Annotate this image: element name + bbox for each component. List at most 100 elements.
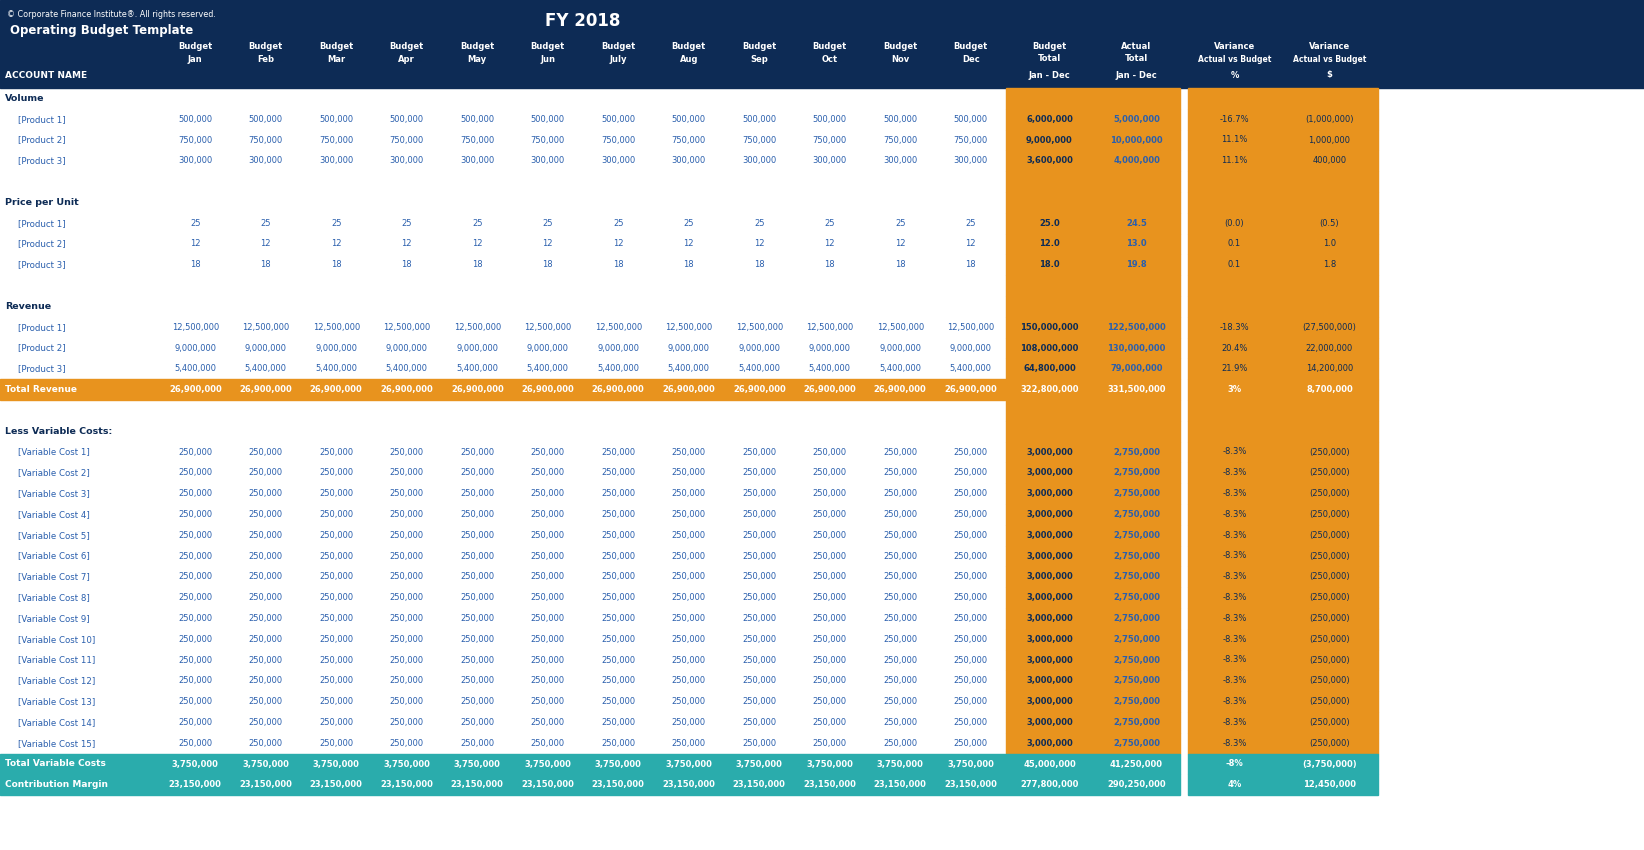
Text: 250,000: 250,000 — [178, 447, 212, 456]
Text: 250,000: 250,000 — [460, 552, 495, 560]
Text: 2,750,000: 2,750,000 — [1113, 530, 1161, 540]
Text: Feb: Feb — [256, 55, 275, 65]
Text: 250,000: 250,000 — [672, 655, 705, 665]
Text: 26,900,000: 26,900,000 — [663, 385, 715, 394]
Text: (250,000): (250,000) — [1309, 697, 1350, 706]
Text: 250,000: 250,000 — [672, 614, 705, 623]
Text: 23,150,000: 23,150,000 — [240, 780, 293, 790]
Text: Budget: Budget — [672, 42, 705, 50]
Text: 250,000: 250,000 — [248, 593, 283, 602]
Text: 250,000: 250,000 — [883, 718, 917, 727]
Text: Jun: Jun — [541, 55, 556, 65]
Text: 250,000: 250,000 — [812, 614, 847, 623]
Text: 26,900,000: 26,900,000 — [944, 385, 998, 394]
Text: 250,000: 250,000 — [248, 635, 283, 643]
Bar — [1189, 192, 1378, 212]
Text: 18: 18 — [965, 260, 977, 269]
Text: 12,500,000: 12,500,000 — [312, 323, 360, 332]
Bar — [1006, 150, 1180, 171]
Text: -8.3%: -8.3% — [1221, 510, 1246, 518]
Bar — [1006, 671, 1180, 691]
Bar — [1006, 524, 1180, 546]
Text: 250,000: 250,000 — [248, 614, 283, 623]
Text: 23,150,000: 23,150,000 — [875, 780, 927, 790]
Text: 18: 18 — [613, 260, 623, 269]
Bar — [1189, 421, 1378, 442]
Text: Actual vs Budget: Actual vs Budget — [1292, 55, 1366, 65]
Text: 45,000,000: 45,000,000 — [1023, 760, 1075, 768]
Text: 250,000: 250,000 — [672, 468, 705, 478]
Bar — [1006, 171, 1180, 192]
Text: 25: 25 — [894, 218, 906, 228]
Text: 2,750,000: 2,750,000 — [1113, 489, 1161, 498]
Text: Variance: Variance — [1309, 42, 1350, 50]
Text: 2,750,000: 2,750,000 — [1113, 614, 1161, 623]
Text: 250,000: 250,000 — [390, 468, 424, 478]
Text: 250,000: 250,000 — [319, 572, 353, 581]
Text: 2,750,000: 2,750,000 — [1113, 468, 1161, 478]
Text: 25: 25 — [401, 218, 413, 228]
Text: 2,750,000: 2,750,000 — [1113, 593, 1161, 602]
Text: 250,000: 250,000 — [672, 677, 705, 685]
Text: 250,000: 250,000 — [390, 739, 424, 748]
Text: 250,000: 250,000 — [460, 530, 495, 540]
Text: 5,400,000: 5,400,000 — [950, 365, 991, 373]
Text: 250,000: 250,000 — [531, 655, 566, 665]
Text: 250,000: 250,000 — [954, 739, 988, 748]
Bar — [1006, 400, 1180, 421]
Text: 13.0: 13.0 — [1126, 240, 1148, 248]
Text: 250,000: 250,000 — [178, 510, 212, 518]
Text: 750,000: 750,000 — [672, 135, 705, 144]
Bar — [1006, 462, 1180, 483]
Text: (250,000): (250,000) — [1309, 593, 1350, 602]
Text: 26,900,000: 26,900,000 — [733, 385, 786, 394]
Bar — [1189, 691, 1378, 712]
Text: 250,000: 250,000 — [883, 468, 917, 478]
Text: 12,500,000: 12,500,000 — [383, 323, 431, 332]
Bar — [1006, 109, 1180, 129]
Bar — [1006, 88, 1180, 109]
Text: 2,750,000: 2,750,000 — [1113, 572, 1161, 581]
Bar — [1189, 88, 1378, 109]
Text: 250,000: 250,000 — [531, 718, 566, 727]
Text: 18: 18 — [191, 260, 201, 269]
Text: 0.1: 0.1 — [1228, 260, 1241, 269]
Text: 250,000: 250,000 — [248, 655, 283, 665]
Text: 250,000: 250,000 — [812, 635, 847, 643]
Text: 250,000: 250,000 — [883, 572, 917, 581]
Text: 12: 12 — [472, 240, 482, 248]
Text: 250,000: 250,000 — [602, 655, 635, 665]
Text: 250,000: 250,000 — [812, 572, 847, 581]
Bar — [1006, 296, 1180, 317]
Text: 250,000: 250,000 — [178, 718, 212, 727]
Text: 500,000: 500,000 — [178, 115, 212, 124]
Text: July: July — [610, 55, 626, 65]
Text: Operating Budget Template: Operating Budget Template — [10, 24, 194, 37]
Text: 9,000,000: 9,000,000 — [597, 343, 640, 353]
Text: 250,000: 250,000 — [178, 489, 212, 498]
Text: 250,000: 250,000 — [602, 447, 635, 456]
Text: (250,000): (250,000) — [1309, 552, 1350, 560]
Text: 250,000: 250,000 — [883, 510, 917, 518]
Text: 250,000: 250,000 — [954, 447, 988, 456]
Bar — [1189, 379, 1378, 400]
Text: 250,000: 250,000 — [812, 447, 847, 456]
Text: 250,000: 250,000 — [883, 447, 917, 456]
Text: -8.3%: -8.3% — [1221, 468, 1246, 478]
Text: 9,000,000: 9,000,000 — [386, 343, 427, 353]
Bar — [1189, 504, 1378, 524]
Text: 250,000: 250,000 — [602, 677, 635, 685]
Text: (250,000): (250,000) — [1309, 530, 1350, 540]
Text: 250,000: 250,000 — [319, 677, 353, 685]
Text: 12: 12 — [825, 240, 835, 248]
Text: [Product 2]: [Product 2] — [18, 343, 66, 353]
Bar — [1189, 483, 1378, 504]
Text: 250,000: 250,000 — [672, 635, 705, 643]
Text: 250,000: 250,000 — [531, 677, 566, 685]
Text: 3,000,000: 3,000,000 — [1026, 447, 1074, 456]
Text: 750,000: 750,000 — [954, 135, 988, 144]
Bar — [1189, 359, 1378, 379]
Text: FY 2018: FY 2018 — [546, 12, 621, 30]
Text: (250,000): (250,000) — [1309, 614, 1350, 623]
Text: 250,000: 250,000 — [319, 489, 353, 498]
